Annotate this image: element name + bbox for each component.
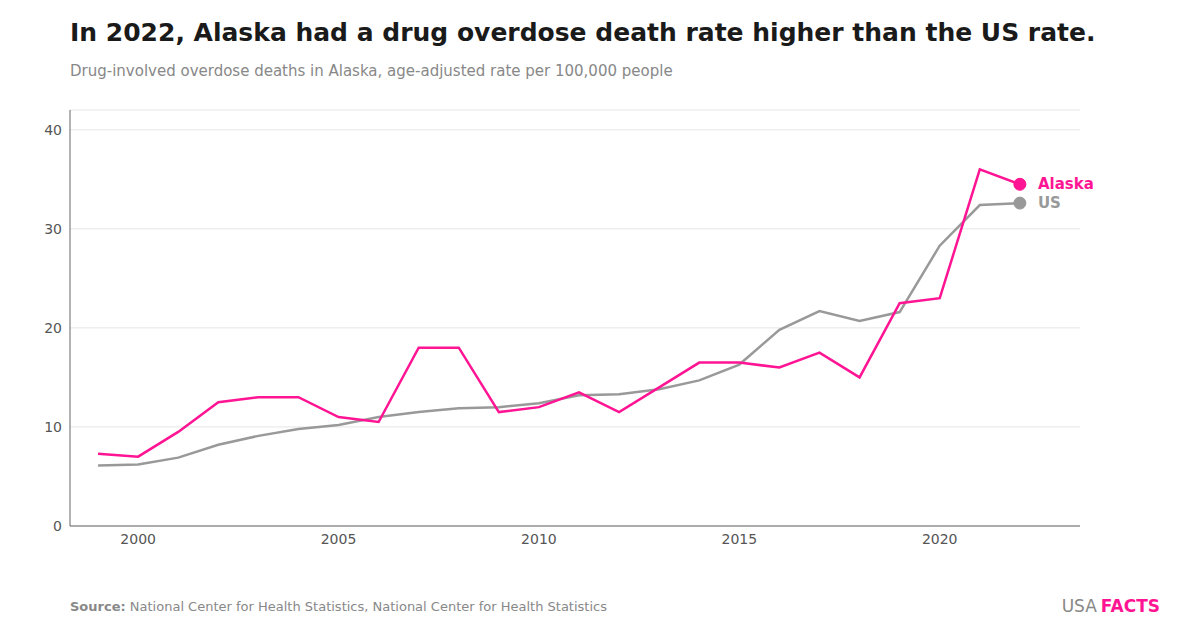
html-text:Source: National Center for He: Source: National Center for Health Stati… — [70, 599, 607, 614]
svg-text:2020: 2020 — [922, 531, 958, 547]
svg-text:US: US — [1038, 194, 1061, 212]
svg-text:0: 0 — [53, 518, 62, 534]
svg-text:30: 30 — [44, 221, 62, 237]
html-text:USA FACTS: USA FACTS — [1061, 596, 1160, 616]
svg-text:2000: 2000 — [120, 531, 156, 547]
svg-text:40: 40 — [44, 122, 62, 138]
html-text:Drug-involved overdose deaths: Drug-involved overdose deaths in Alaska,… — [70, 62, 673, 80]
svg-text:2010: 2010 — [521, 531, 557, 547]
html-text:In 2022, Alaska had a drug ove: In 2022, Alaska had a drug overdose deat… — [70, 18, 1096, 47]
svg-text:Alaska: Alaska — [1038, 175, 1094, 193]
svg-text:2015: 2015 — [722, 531, 758, 547]
svg-text:2005: 2005 — [321, 531, 357, 547]
svg-text:20: 20 — [44, 320, 62, 336]
svg-text:10: 10 — [44, 419, 62, 435]
